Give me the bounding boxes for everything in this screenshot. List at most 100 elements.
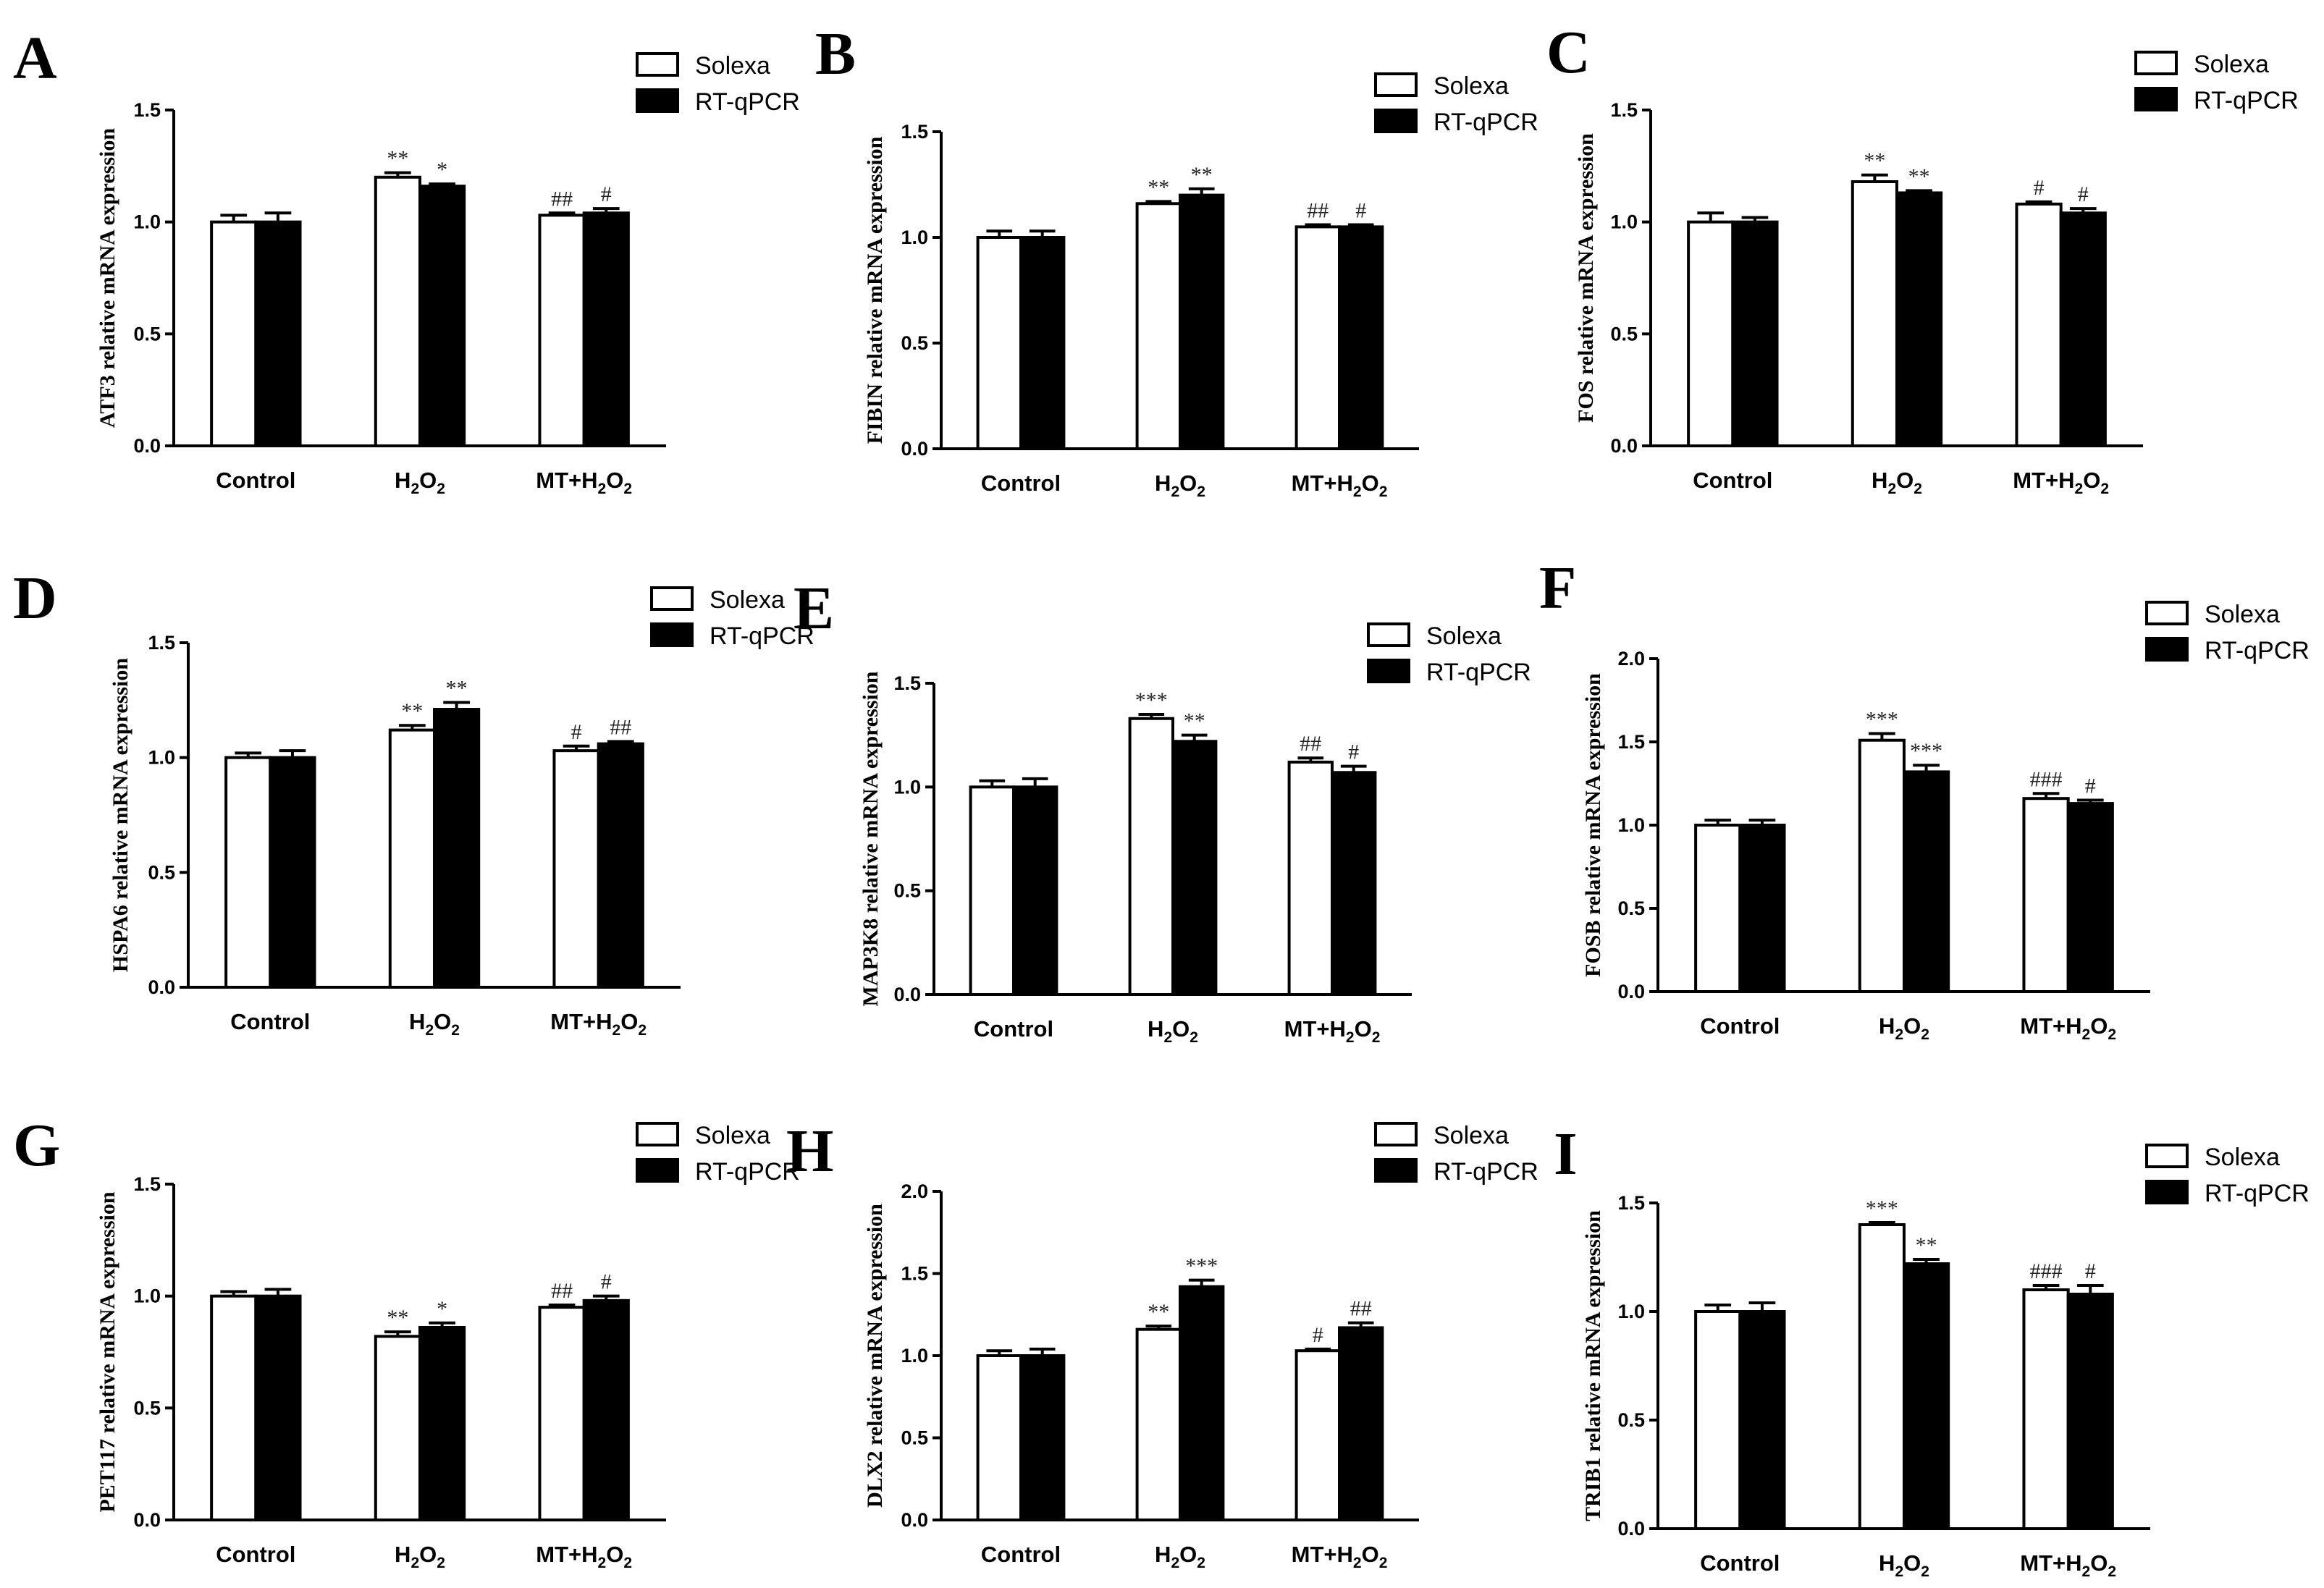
y-axis-label-E: MAP3K8 relative mRNA expression [859, 671, 883, 1006]
y-tick-label-H-1: 0.5 [901, 1427, 928, 1449]
bar-B-rtqpcr-0 [1019, 236, 1066, 450]
significance-mark-E-1-2: # [1348, 740, 1359, 764]
y-tick-label-E-0: 0.0 [893, 984, 921, 1005]
bar-F-solexa-0 [1694, 824, 1742, 993]
bar-H-solexa-2 [1294, 1349, 1341, 1521]
legend-swatch-solexa-C [2134, 51, 2178, 75]
bar-D-solexa-1 [388, 728, 436, 989]
y-tick-label-F-3: 1.5 [1617, 731, 1645, 753]
bar-I-solexa-0 [1694, 1310, 1742, 1530]
y-tick-label-I-0: 0.0 [1617, 1518, 1645, 1540]
bar-A-rtqpcr-1 [418, 185, 466, 447]
category-label-C-2: MT+H2O2 [2013, 468, 2109, 497]
y-axis-label-H: DLX2 relative mRNA expression [863, 1204, 887, 1508]
significance-mark-H-0-2: # [1313, 1323, 1323, 1347]
bar-E-solexa-0 [969, 785, 1015, 997]
y-axis-label-I: TRIB1 relative mRNA expression [1581, 1210, 1605, 1521]
panel-letter-I: I [1554, 1120, 1578, 1188]
y-tick-label-B-2: 1.0 [901, 227, 928, 248]
bar-F-solexa-1 [1858, 738, 1906, 993]
y-tick-label-F-4: 2.0 [1617, 648, 1645, 670]
legend-G: Solexa RT-qPCR [636, 1122, 800, 1186]
legend-swatch-solexa-I [2145, 1144, 2189, 1168]
panel-letter-G: G [13, 1112, 60, 1179]
bar-B-solexa-1 [1135, 202, 1182, 450]
y-tick-label-E-1: 0.5 [893, 880, 921, 902]
bar-A-solexa-1 [374, 175, 421, 448]
bar-D-solexa-0 [224, 756, 272, 989]
category-label-H-2: MT+H2O2 [1292, 1542, 1388, 1571]
legend-label-rtqpcr-A: RT-qPCR [695, 88, 800, 116]
bar-B-rtqpcr-1 [1179, 193, 1225, 450]
y-tick-label-C-0: 0.0 [1610, 435, 1638, 457]
significance-mark-A-0-2: ## [551, 187, 573, 211]
category-label-F-1: H2O2 [1879, 1013, 1929, 1043]
category-label-A-2: MT+H2O2 [536, 468, 632, 497]
significance-mark-C-0-1: ** [1864, 149, 1885, 173]
y-tick-label-I-2: 1.0 [1617, 1301, 1645, 1322]
bar-A-solexa-2 [538, 214, 586, 447]
bar-G-rtqpcr-1 [418, 1325, 466, 1522]
category-label-I-0: Control [1700, 1550, 1780, 1576]
y-tick-label-E-2: 1.0 [893, 776, 921, 798]
legend-label-rtqpcr-B: RT-qPCR [1433, 109, 1538, 136]
legend-swatch-rtqpcr-E [1367, 659, 1410, 683]
y-tick-label-G-0: 0.0 [133, 1509, 161, 1531]
significance-mark-D-1-2: ## [610, 715, 631, 739]
significance-mark-I-1-1: ** [1916, 1233, 1937, 1257]
legend-swatch-solexa-E [1367, 622, 1410, 647]
category-label-B-2: MT+H2O2 [1292, 470, 1388, 500]
significance-mark-C-0-2: # [2034, 176, 2045, 200]
y-tick-label-E-3: 1.5 [893, 672, 921, 694]
y-tick-label-G-3: 1.5 [133, 1173, 161, 1195]
category-label-E-2: MT+H2O2 [1284, 1016, 1381, 1046]
y-tick-label-A-2: 1.0 [133, 211, 161, 233]
y-tick-label-I-3: 1.5 [1617, 1192, 1645, 1214]
bar-B-rtqpcr-2 [1338, 225, 1384, 450]
bar-H-rtqpcr-2 [1338, 1326, 1384, 1522]
significance-mark-D-0-1: ** [401, 699, 423, 723]
legend-label-solexa-A: Solexa [695, 52, 770, 80]
category-label-I-2: MT+H2O2 [2020, 1550, 2116, 1580]
bar-F-rtqpcr-2 [2066, 802, 2114, 993]
category-label-E-1: H2O2 [1148, 1016, 1198, 1046]
legend-label-solexa-F: Solexa [2205, 601, 2280, 628]
legend-I: Solexa RT-qPCR [2145, 1144, 2310, 1207]
bar-H-solexa-1 [1135, 1327, 1182, 1522]
bar-D-rtqpcr-0 [269, 756, 316, 989]
bar-D-solexa-2 [552, 749, 600, 989]
bar-B-solexa-0 [976, 236, 1022, 450]
legend-label-solexa-E: Solexa [1426, 622, 1502, 650]
y-tick-label-D-2: 1.0 [148, 747, 175, 769]
bar-C-rtqpcr-0 [1731, 220, 1779, 447]
y-axis-label-F: FOSB relative mRNA expression [1581, 673, 1605, 977]
chart-panel-F: F FOSB relative mRNA expression 0.0 0.5 1.0 1… [1539, 554, 2310, 1043]
legend-swatch-rtqpcr-D [650, 622, 694, 647]
legend-swatch-solexa-A [636, 52, 679, 77]
significance-mark-G-0-2: ## [551, 1279, 573, 1303]
y-tick-label-C-1: 0.5 [1610, 323, 1638, 345]
category-label-H-1: H2O2 [1155, 1542, 1205, 1571]
significance-mark-C-1-1: ** [1908, 164, 1930, 188]
chart-panel-G: G PET117 relative mRNA expression 0.0 0.5 1.… [13, 1112, 800, 1571]
legend-label-solexa-D: Solexa [710, 586, 785, 614]
significance-mark-I-1-2: # [2085, 1259, 2096, 1283]
y-tick-label-F-2: 1.0 [1617, 814, 1645, 836]
significance-mark-A-1-1: * [437, 158, 447, 182]
y-tick-label-G-1: 0.5 [133, 1397, 161, 1419]
panel-letter-A: A [13, 25, 57, 92]
significance-mark-G-0-1: ** [387, 1306, 408, 1330]
y-tick-label-H-2: 1.0 [901, 1345, 928, 1367]
y-tick-label-B-0: 0.0 [901, 438, 928, 460]
y-tick-label-A-3: 1.5 [133, 99, 161, 121]
panel-letter-B: B [815, 20, 856, 88]
category-label-E-0: Control [974, 1016, 1053, 1042]
significance-mark-D-0-2: # [571, 720, 582, 744]
legend-label-solexa-G: Solexa [695, 1122, 770, 1149]
y-tick-label-A-1: 0.5 [133, 323, 161, 345]
category-label-H-0: Control [981, 1542, 1061, 1567]
category-label-D-2: MT+H2O2 [550, 1009, 647, 1039]
bar-A-solexa-0 [210, 220, 258, 447]
significance-mark-F-1-1: *** [1910, 739, 1942, 763]
